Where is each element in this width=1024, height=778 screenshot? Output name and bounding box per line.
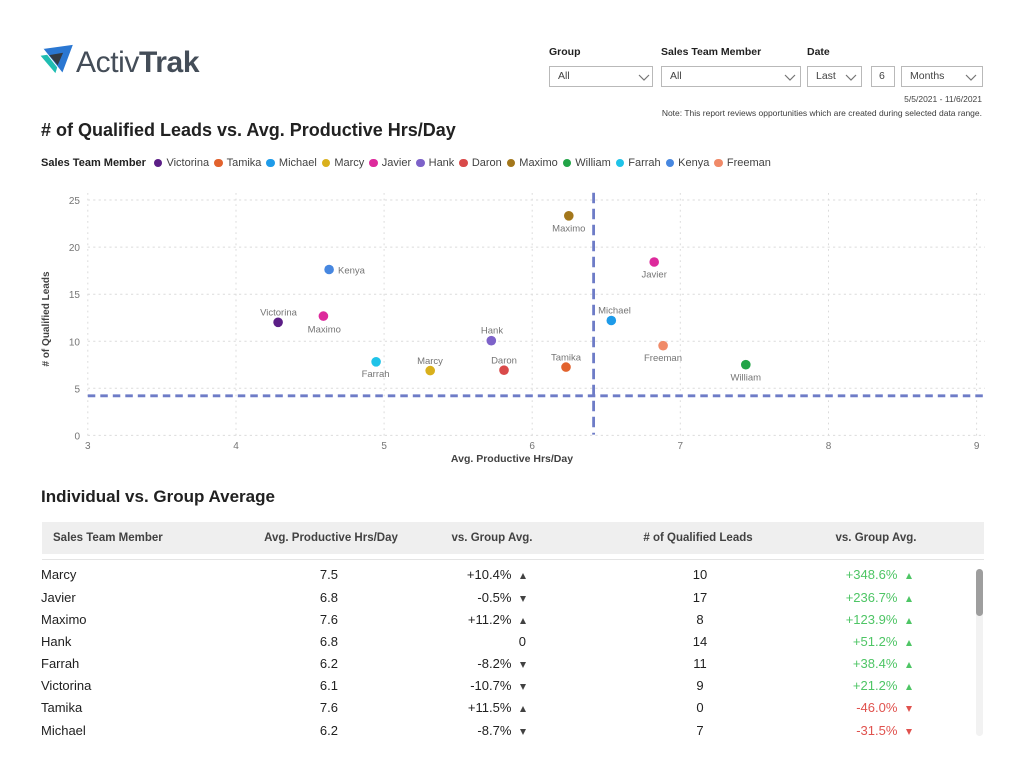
svg-text:Avg. Productive Hrs/Day: Avg. Productive Hrs/Day	[451, 453, 573, 465]
svg-text:# of Qualified Leads: # of Qualified Leads	[41, 271, 52, 366]
svg-text:15: 15	[69, 290, 81, 301]
svg-text:William: William	[730, 373, 761, 384]
svg-text:Michael: Michael	[598, 306, 631, 317]
svg-text:4: 4	[233, 441, 239, 452]
svg-text:Maximo: Maximo	[308, 325, 341, 336]
svg-text:Maximo: Maximo	[552, 224, 585, 235]
svg-text:7: 7	[678, 441, 684, 452]
svg-text:Kenya: Kenya	[338, 266, 366, 277]
svg-text:10: 10	[69, 337, 81, 348]
svg-text:0: 0	[74, 431, 80, 442]
svg-text:25: 25	[69, 196, 81, 207]
svg-text:Tamika: Tamika	[551, 353, 582, 364]
svg-text:3: 3	[85, 441, 91, 452]
svg-text:Freeman: Freeman	[644, 353, 682, 364]
svg-text:5: 5	[381, 441, 387, 452]
svg-text:Victorina: Victorina	[260, 308, 298, 319]
svg-text:20: 20	[69, 243, 81, 254]
svg-text:5: 5	[74, 384, 80, 395]
svg-text:Farrah: Farrah	[362, 369, 390, 380]
svg-text:Daron: Daron	[491, 356, 517, 367]
svg-text:Marcy: Marcy	[417, 356, 443, 367]
svg-text:8: 8	[826, 441, 832, 452]
svg-text:Hank: Hank	[481, 326, 503, 337]
svg-text:6: 6	[529, 441, 535, 452]
svg-text:Javier: Javier	[642, 270, 667, 281]
svg-text:9: 9	[974, 441, 980, 452]
